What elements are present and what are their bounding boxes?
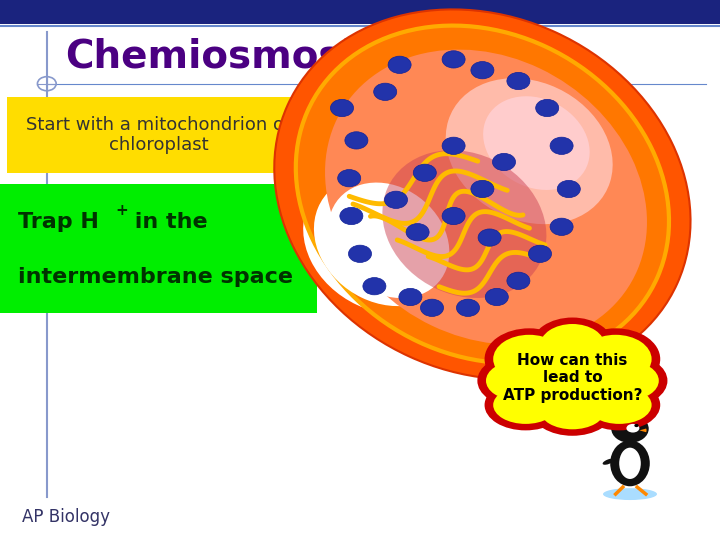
Ellipse shape: [314, 174, 456, 306]
Text: intermembrane space: intermembrane space: [18, 267, 293, 287]
Ellipse shape: [382, 150, 546, 298]
Ellipse shape: [531, 318, 613, 374]
Circle shape: [550, 218, 573, 235]
Ellipse shape: [578, 380, 660, 430]
Circle shape: [338, 170, 361, 187]
Ellipse shape: [483, 96, 590, 190]
Circle shape: [478, 229, 501, 246]
Ellipse shape: [485, 328, 574, 390]
Ellipse shape: [485, 380, 567, 430]
Circle shape: [471, 62, 494, 79]
Text: in the: in the: [127, 212, 208, 233]
Circle shape: [374, 83, 397, 100]
Ellipse shape: [296, 25, 669, 363]
Circle shape: [528, 245, 552, 262]
Ellipse shape: [303, 166, 467, 314]
Circle shape: [507, 272, 530, 289]
Circle shape: [456, 299, 480, 316]
Ellipse shape: [531, 385, 613, 436]
Ellipse shape: [603, 458, 614, 465]
Text: AP Biology: AP Biology: [22, 508, 109, 526]
Ellipse shape: [626, 424, 639, 433]
Bar: [0, 184, 317, 313]
Circle shape: [442, 51, 465, 68]
Circle shape: [550, 137, 573, 154]
Ellipse shape: [493, 386, 558, 424]
Circle shape: [536, 99, 559, 117]
Circle shape: [634, 424, 639, 427]
Ellipse shape: [477, 355, 552, 406]
Circle shape: [611, 415, 649, 443]
Circle shape: [442, 207, 465, 225]
Circle shape: [492, 153, 516, 171]
Circle shape: [363, 278, 386, 295]
Circle shape: [384, 191, 408, 208]
Circle shape: [413, 164, 436, 181]
Ellipse shape: [593, 355, 667, 406]
Text: How can this
lead to
ATP production?: How can this lead to ATP production?: [503, 353, 642, 403]
Circle shape: [330, 99, 354, 117]
Ellipse shape: [328, 183, 449, 298]
Circle shape: [406, 224, 429, 241]
Circle shape: [442, 137, 465, 154]
Ellipse shape: [580, 335, 652, 383]
Circle shape: [420, 299, 444, 316]
Ellipse shape: [511, 346, 634, 416]
Ellipse shape: [611, 441, 649, 486]
Ellipse shape: [619, 448, 641, 479]
Wedge shape: [639, 429, 647, 432]
Circle shape: [557, 180, 580, 198]
Ellipse shape: [571, 328, 660, 390]
Text: Start with a mitochondrion or
chloroplast: Start with a mitochondrion or chloroplas…: [26, 116, 291, 154]
Circle shape: [348, 245, 372, 262]
Text: Trap H: Trap H: [18, 212, 99, 233]
Ellipse shape: [486, 362, 544, 400]
Ellipse shape: [601, 362, 659, 400]
Ellipse shape: [587, 386, 652, 424]
Ellipse shape: [446, 78, 613, 224]
Circle shape: [471, 180, 494, 198]
Circle shape: [340, 207, 363, 225]
Bar: [0, 0, 720, 24]
Circle shape: [399, 288, 422, 306]
Ellipse shape: [274, 9, 690, 380]
Ellipse shape: [540, 324, 605, 367]
Circle shape: [345, 132, 368, 149]
Circle shape: [507, 72, 530, 90]
Ellipse shape: [603, 488, 657, 500]
Text: +: +: [115, 203, 128, 218]
Circle shape: [485, 288, 508, 306]
Ellipse shape: [503, 339, 642, 422]
Circle shape: [388, 56, 411, 73]
Text: Chemiosmosis: Chemiosmosis: [65, 38, 378, 76]
Ellipse shape: [493, 335, 565, 383]
Bar: [7, 97, 310, 173]
Ellipse shape: [540, 392, 605, 429]
Ellipse shape: [325, 50, 647, 345]
